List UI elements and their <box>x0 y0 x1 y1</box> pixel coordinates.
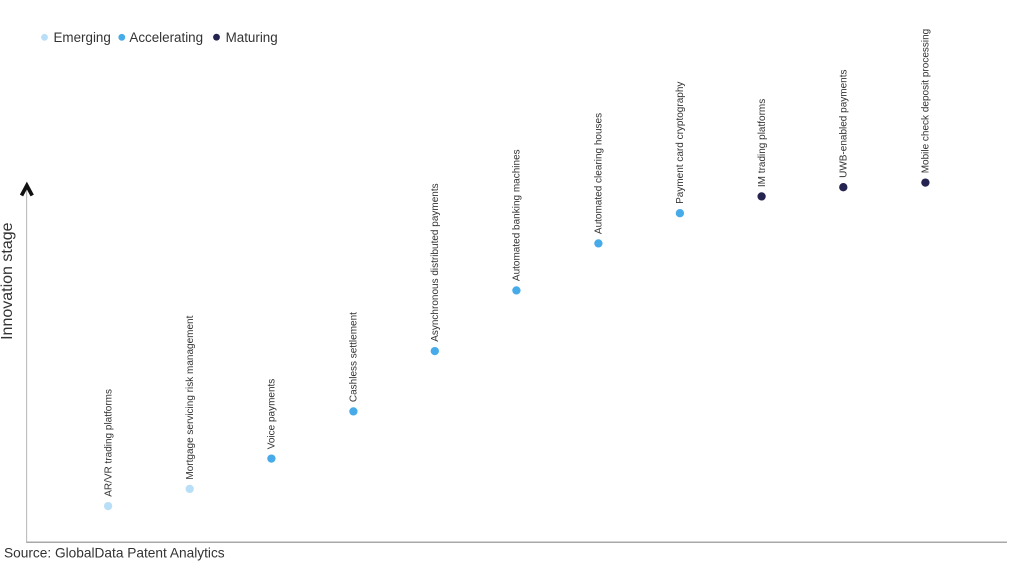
svg-text:Source: GlobalData Patent Anal: Source: GlobalData Patent Analytics <box>4 546 225 561</box>
svg-text:Voice payments: Voice payments <box>267 379 278 450</box>
svg-text:IM trading platforms: IM trading platforms <box>757 99 768 187</box>
svg-text:AR/VR trading platforms: AR/VR trading platforms <box>103 389 114 497</box>
svg-text:Emerging: Emerging <box>54 30 111 45</box>
svg-text:Asynchronous distributed payme: Asynchronous distributed payments <box>430 183 441 341</box>
svg-text:Cashless settlement: Cashless settlement <box>349 312 360 402</box>
svg-text:Mobile check deposit processin: Mobile check deposit processing <box>921 29 932 174</box>
svg-text:Automated clearing houses: Automated clearing houses <box>594 113 605 234</box>
svg-text:Payment card cryptography: Payment card cryptography <box>675 82 686 204</box>
svg-text:Innovation stage: Innovation stage <box>0 222 16 340</box>
svg-text:UWB-enabled payments: UWB-enabled payments <box>839 70 850 178</box>
svg-text:Mortgage servicing risk manage: Mortgage servicing risk management <box>185 315 196 479</box>
svg-text:Maturing: Maturing <box>226 30 278 45</box>
svg-text:Accelerating: Accelerating <box>129 30 203 45</box>
svg-text:Automated banking machines: Automated banking machines <box>512 149 523 281</box>
